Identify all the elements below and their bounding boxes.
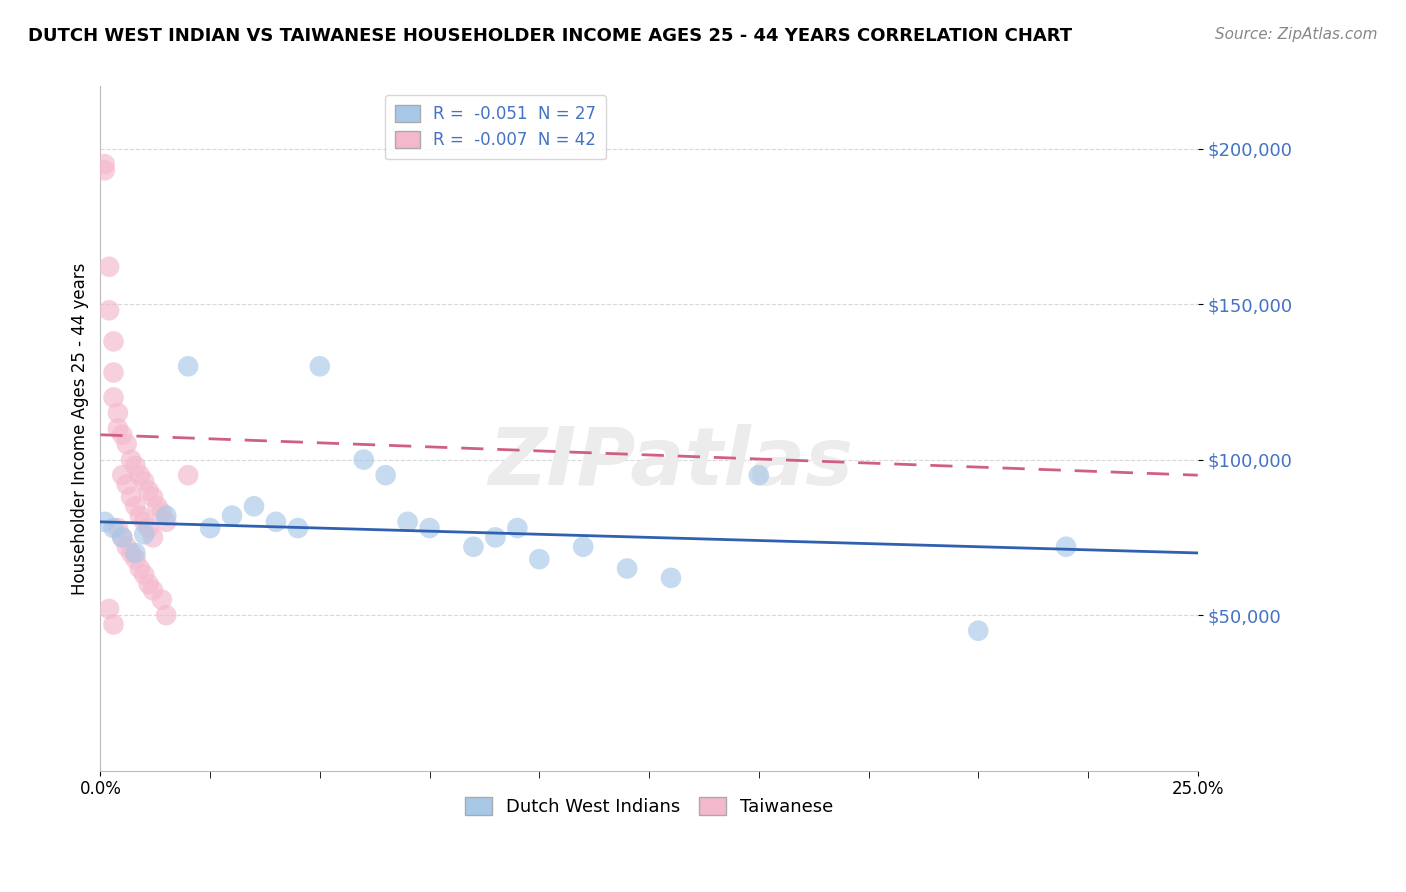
- Point: [308, 359, 330, 374]
- Point: [142, 490, 165, 504]
- Point: [103, 391, 125, 405]
- Point: [111, 468, 134, 483]
- Point: [463, 540, 485, 554]
- Point: [155, 515, 177, 529]
- Point: [155, 608, 177, 623]
- Point: [506, 521, 529, 535]
- Point: [177, 468, 200, 483]
- Point: [124, 458, 146, 473]
- Point: [115, 540, 138, 554]
- Text: Source: ZipAtlas.com: Source: ZipAtlas.com: [1215, 27, 1378, 42]
- Point: [120, 452, 142, 467]
- Point: [134, 567, 156, 582]
- Point: [111, 427, 134, 442]
- Point: [93, 515, 115, 529]
- Point: [142, 530, 165, 544]
- Point: [374, 468, 396, 483]
- Point: [134, 527, 156, 541]
- Point: [659, 571, 682, 585]
- Point: [353, 452, 375, 467]
- Point: [198, 521, 221, 535]
- Point: [134, 475, 156, 489]
- Point: [98, 260, 121, 274]
- Point: [287, 521, 309, 535]
- Point: [107, 521, 129, 535]
- Point: [124, 552, 146, 566]
- Point: [107, 406, 129, 420]
- Point: [138, 521, 160, 535]
- Point: [98, 602, 121, 616]
- Y-axis label: Householder Income Ages 25 - 44 years: Householder Income Ages 25 - 44 years: [72, 262, 89, 595]
- Text: DUTCH WEST INDIAN VS TAIWANESE HOUSEHOLDER INCOME AGES 25 - 44 YEARS CORRELATION: DUTCH WEST INDIAN VS TAIWANESE HOUSEHOLD…: [28, 27, 1073, 45]
- Point: [150, 506, 173, 520]
- Point: [111, 530, 134, 544]
- Point: [103, 334, 125, 349]
- Text: ZIPatlas: ZIPatlas: [488, 424, 853, 501]
- Point: [128, 468, 150, 483]
- Point: [243, 500, 266, 514]
- Point: [93, 163, 115, 178]
- Point: [967, 624, 990, 638]
- Point: [93, 157, 115, 171]
- Point: [155, 508, 177, 523]
- Point: [124, 500, 146, 514]
- Point: [138, 483, 160, 498]
- Point: [111, 530, 134, 544]
- Point: [124, 546, 146, 560]
- Point: [177, 359, 200, 374]
- Point: [134, 515, 156, 529]
- Point: [264, 515, 287, 529]
- Point: [128, 508, 150, 523]
- Point: [98, 303, 121, 318]
- Point: [616, 561, 638, 575]
- Point: [419, 521, 441, 535]
- Point: [572, 540, 595, 554]
- Point: [142, 583, 165, 598]
- Point: [1054, 540, 1077, 554]
- Point: [115, 477, 138, 491]
- Point: [146, 500, 169, 514]
- Point: [484, 530, 506, 544]
- Legend: Dutch West Indians, Taiwanese: Dutch West Indians, Taiwanese: [457, 789, 841, 823]
- Point: [103, 366, 125, 380]
- Point: [128, 561, 150, 575]
- Point: [150, 592, 173, 607]
- Point: [138, 577, 160, 591]
- Point: [396, 515, 419, 529]
- Point: [120, 490, 142, 504]
- Point: [120, 546, 142, 560]
- Point: [115, 437, 138, 451]
- Point: [103, 617, 125, 632]
- Point: [103, 521, 125, 535]
- Point: [221, 508, 243, 523]
- Point: [107, 421, 129, 435]
- Point: [529, 552, 551, 566]
- Point: [748, 468, 770, 483]
